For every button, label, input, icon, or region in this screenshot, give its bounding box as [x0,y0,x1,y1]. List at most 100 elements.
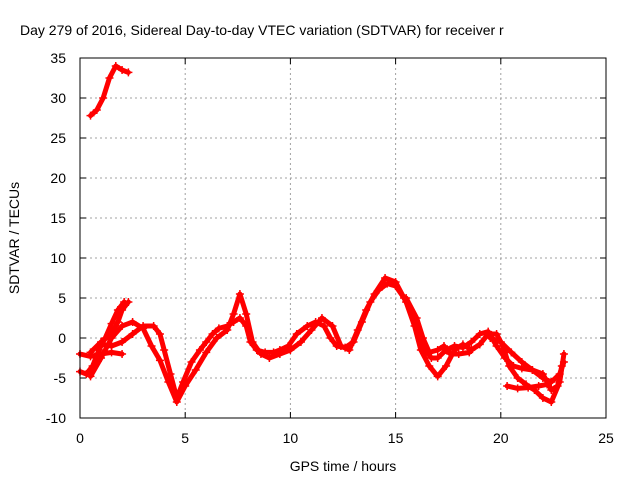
plus-marker [155,356,164,365]
plus-marker [286,346,295,354]
plus-marker [124,298,133,306]
plus-marker [128,318,137,326]
plus-marker [416,346,425,354]
plus-marker [425,362,434,370]
plus-marker [82,370,91,378]
plus-marker [555,370,564,378]
plot-frame [79,57,607,419]
plus-marker [465,348,474,357]
plus-marker [492,330,501,338]
y-tick-label: 0 [58,330,66,346]
y-tick-label: 5 [58,290,66,306]
x-tick-label: 5 [181,430,189,446]
plus-marker [433,354,442,362]
plus-marker [128,330,137,338]
plus-marker [433,372,442,381]
series-1 [86,62,133,120]
plus-marker [86,372,95,381]
plus-marker [235,314,244,322]
x-axis-label: GPS time / hours [290,458,397,474]
plus-marker [248,338,257,346]
plus-marker [307,326,316,334]
plus-marker [370,290,379,298]
plus-marker [547,398,556,406]
y-tick-label: 25 [50,130,66,146]
plus-marker [467,338,476,346]
plus-marker [362,306,371,314]
plus-marker [475,330,484,338]
x-tick-label: 20 [493,430,509,446]
plus-marker [105,74,114,82]
plus-marker [326,334,335,342]
plus-marker [528,366,537,374]
x-tick-label: 0 [76,430,84,446]
plus-marker [486,334,495,342]
plus-marker [503,382,512,390]
plus-marker [555,378,564,386]
y-tick-label: 15 [50,210,66,226]
plus-marker [202,348,211,357]
plus-marker [118,306,127,314]
y-axis-label: SDTVAR / TECUs [6,182,22,294]
y-tick-label: 20 [50,170,66,186]
plus-marker [505,362,514,370]
plus-marker [86,348,95,357]
plus-marker [164,378,173,386]
y-tick-label: 35 [50,50,66,66]
plus-marker [534,382,543,390]
plus-marker [412,314,421,322]
plus-marker [538,374,547,382]
plus-marker [317,314,326,322]
x-tick-label: 10 [283,430,299,446]
plus-marker [439,342,448,350]
plus-marker [425,348,434,357]
plus-marker [229,310,238,318]
plus-marker [328,322,337,330]
plus-marker [496,338,505,346]
plus-marker [195,346,204,354]
plus-marker [86,111,95,120]
plus-marker [391,278,400,286]
series-8 [486,334,568,386]
series-9 [503,380,552,393]
plus-marker [124,68,133,77]
plus-marker [139,324,148,333]
plus-marker [149,322,158,330]
grid-lines [80,58,606,418]
y-tick-label: -5 [54,370,67,386]
plus-marker [454,350,463,358]
plus-marker [235,290,244,298]
plus-marker [381,274,390,282]
plus-marker [538,394,547,402]
x-tick-label: 15 [388,430,404,446]
plus-marker [303,322,312,330]
plus-marker [292,330,301,338]
plus-marker [214,324,223,333]
plus-marker [513,384,522,393]
plus-marker [433,346,442,354]
plus-marker [118,338,127,346]
plus-marker [191,366,200,374]
plus-marker [524,383,533,392]
plus-marker [418,334,427,342]
plus-marker [160,346,169,354]
chart-title: Day 279 of 2016, Sidereal Day-to-day VTE… [20,22,504,38]
plus-marker [559,350,568,358]
plus-marker [212,334,221,342]
plus-marker [345,346,354,354]
plus-marker [155,330,164,338]
plus-marker [202,338,211,346]
plus-marker [336,342,345,350]
plus-marker [118,322,127,330]
plus-marker [458,340,467,349]
plus-marker [92,106,101,114]
plus-marker [208,330,217,338]
series-6 [86,274,568,406]
plus-marker [113,318,122,326]
plus-marker [402,294,411,302]
plus-marker [296,338,305,346]
plus-marker [513,374,522,382]
plus-marker [99,94,108,102]
plus-marker [353,326,362,334]
plus-marker [187,358,196,366]
